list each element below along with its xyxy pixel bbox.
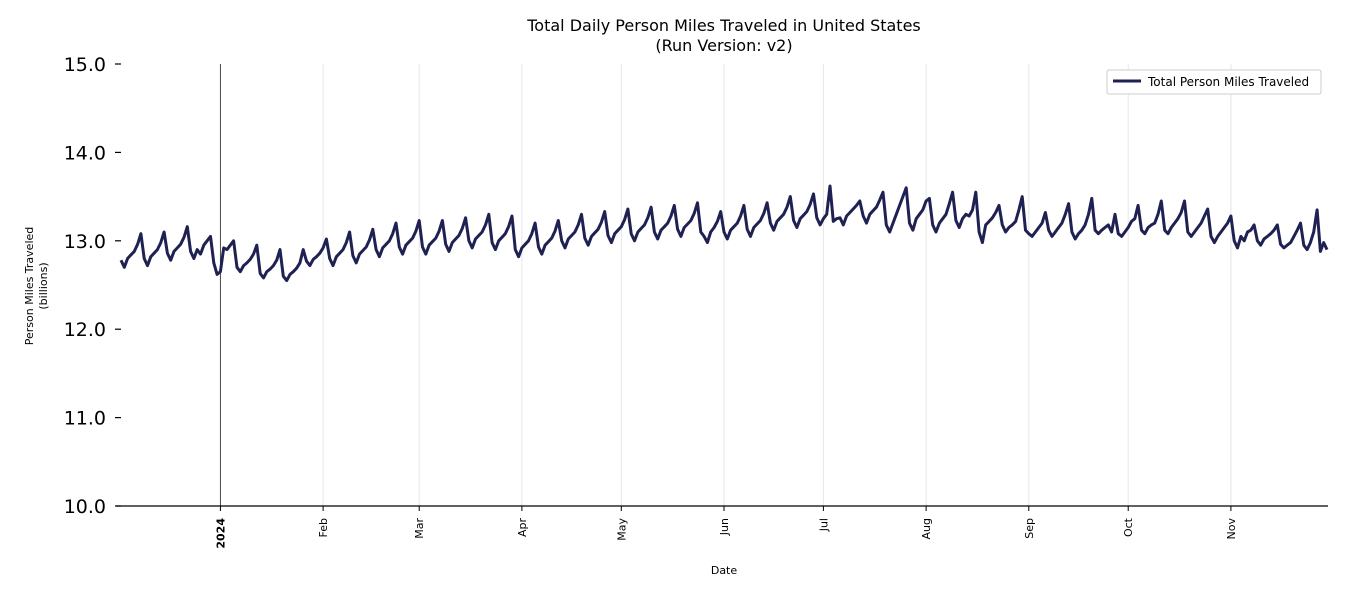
y-axis-label-unit: (billions) [37, 262, 50, 309]
y-tick-label: 11.0 [64, 408, 106, 430]
legend-box [1106, 69, 1322, 95]
chart-title: Total Daily Person Miles Traveled in Uni… [526, 16, 921, 35]
x-tick-label: Jun [718, 518, 731, 536]
y-axis-label: Person Miles Traveled [23, 227, 36, 346]
y-tick-label: 12.0 [64, 319, 106, 341]
x-tick-label: Nov [1225, 518, 1238, 540]
series-line-total-person-miles [119, 184, 1329, 283]
x-tick-label: May [615, 518, 628, 541]
x-tick-label: Oct [1122, 517, 1135, 537]
x-axis: 2024 Feb Mar Apr May Jun Jul Aug Sep Oct Nov [214, 506, 1238, 549]
chart-subtitle: (Run Version: v2) [655, 36, 792, 55]
y-tick-label: 15.0 [64, 54, 106, 76]
y-tick-label: 14.0 [64, 142, 106, 164]
x-tick-label: Mar [413, 518, 426, 539]
x-axis-label: Date [711, 564, 738, 577]
x-tick-label: Sep [1023, 518, 1036, 539]
legend: Total Person Miles Traveled [1106, 69, 1322, 95]
y-axis: 10.0 11.0 12.0 13.0 14.0 15.0 [64, 54, 121, 518]
y-tick-label: 13.0 [64, 231, 106, 253]
x-tick-label: Apr [516, 518, 529, 538]
legend-label: Total Person Miles Traveled [1147, 75, 1309, 89]
x-tick-label: Aug [920, 518, 933, 539]
y-tick-label: 10.0 [64, 496, 106, 518]
x-tick-label: Jul [817, 518, 830, 532]
x-tick-label: 2024 [214, 518, 227, 549]
grid-lines [219, 64, 1232, 506]
x-tick-label: Feb [317, 518, 330, 537]
